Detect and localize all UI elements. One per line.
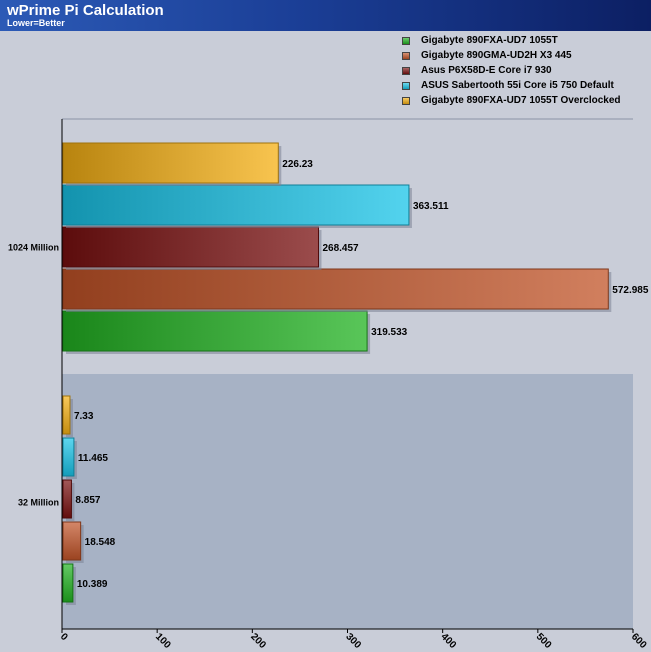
x-tick-label: 500	[534, 631, 554, 651]
data-label: 7.33	[74, 411, 94, 422]
legend-swatch	[402, 66, 410, 75]
legend-item: ASUS Sabertooth 55i Core i5 750 Default	[402, 78, 621, 93]
legend-swatch	[402, 36, 410, 45]
data-label: 10.389	[77, 579, 108, 590]
x-tick-label: 600	[629, 631, 649, 651]
bar-1024-million-2	[62, 226, 319, 268]
x-tick-label: 0	[58, 631, 70, 643]
chart-subtitle: Lower=Better	[7, 18, 65, 28]
bar-32-million-2	[62, 479, 72, 519]
data-label: 363.511	[413, 201, 449, 212]
legend-swatch	[402, 81, 410, 90]
legend-swatch	[402, 51, 410, 60]
x-tick-label: 100	[153, 631, 173, 651]
data-label: 11.465	[78, 453, 108, 464]
data-label: 18.548	[85, 537, 116, 548]
data-label: 8.857	[75, 495, 100, 506]
legend-swatch	[402, 96, 410, 105]
legend-label: Asus P6X58D-E Core i7 930	[421, 65, 552, 76]
data-label: 319.533	[371, 327, 408, 338]
x-tick-label: 200	[248, 631, 268, 651]
bar-1024-million-0	[62, 310, 368, 352]
chart-header: wPrime Pi Calculation Lower=Better	[0, 0, 651, 31]
bar-1024-million-3	[62, 184, 410, 226]
legend-label: ASUS Sabertooth 55i Core i5 750 Default	[421, 80, 614, 91]
legend-item: Gigabyte 890FXA-UD7 1055T Overclocked	[402, 93, 621, 108]
bar-1024-million-1	[62, 268, 609, 310]
bar-32-million-0	[62, 563, 74, 603]
plot-band-2	[62, 374, 633, 629]
data-label: 226.23	[282, 159, 313, 170]
legend-label: Gigabyte 890GMA-UD2H X3 445	[421, 50, 572, 61]
bar-32-million-3	[62, 437, 75, 477]
legend-item: Gigabyte 890GMA-UD2H X3 445	[402, 48, 621, 63]
bar-32-million-1	[62, 521, 82, 561]
data-label: 268.457	[322, 243, 359, 254]
bar-1024-million-4	[62, 142, 279, 184]
legend-item: Gigabyte 890FXA-UD7 1055T	[402, 33, 621, 48]
chart-title: wPrime Pi Calculation	[7, 2, 164, 19]
bar-32-million-4	[62, 395, 71, 435]
x-tick-label: 400	[439, 631, 459, 651]
category-label: 32 Million	[18, 498, 59, 508]
x-tick-label: 300	[343, 631, 363, 651]
legend-item: Asus P6X58D-E Core i7 930	[402, 63, 621, 78]
legend-label: Gigabyte 890FXA-UD7 1055T Overclocked	[421, 95, 621, 106]
data-label: 572.985	[612, 285, 649, 296]
legend: Gigabyte 890FXA-UD7 1055T Gigabyte 890GMA…	[402, 33, 621, 108]
category-label: 1024 Million	[8, 243, 59, 253]
legend-label: Gigabyte 890FXA-UD7 1055T	[421, 35, 558, 46]
